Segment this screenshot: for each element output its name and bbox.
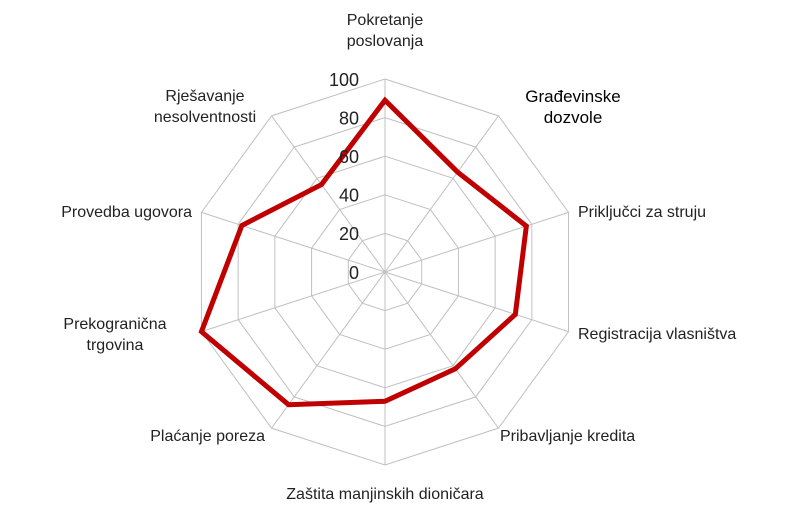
spoke bbox=[201, 211, 386, 273]
axis-label: Pribavljanje kredita bbox=[500, 428, 636, 445]
tick-label: 20 bbox=[339, 224, 359, 244]
axis-label: Provedba ugovora bbox=[61, 204, 192, 221]
spoke bbox=[384, 271, 499, 429]
axis-label: Priključci za struju bbox=[578, 204, 707, 221]
tick-label: 40 bbox=[339, 186, 359, 206]
axis-label: Rješavanje nesolventnosti bbox=[153, 88, 257, 126]
series-line bbox=[198, 96, 529, 408]
spoke bbox=[384, 211, 569, 273]
axis-label: Pokretanje poslovanja bbox=[346, 12, 424, 50]
spoke bbox=[384, 271, 569, 333]
tick-label: 100 bbox=[329, 70, 359, 90]
axis-label: Građevinske dozvole bbox=[525, 87, 621, 127]
axis-label: Registracija vlasništva bbox=[578, 326, 737, 343]
tick-label: 80 bbox=[339, 108, 359, 128]
spoke bbox=[201, 271, 386, 333]
axis-label: Plaćanje poreza bbox=[150, 428, 265, 445]
spoke bbox=[271, 271, 386, 429]
tick-label: 0 bbox=[349, 263, 359, 283]
axis-label: Prekogranična trgovina bbox=[63, 316, 167, 354]
grid bbox=[200, 78, 570, 466]
tick-label: 60 bbox=[339, 147, 359, 167]
spoke bbox=[384, 115, 499, 273]
spoke bbox=[271, 115, 386, 273]
axis-label: Zaštita manjinskih dioničara bbox=[286, 486, 484, 503]
